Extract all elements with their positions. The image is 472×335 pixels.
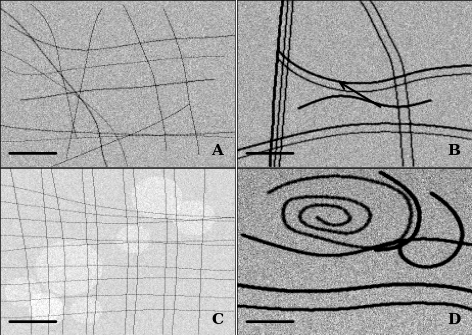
Text: C: C [211,313,223,327]
Text: A: A [211,144,223,158]
Text: B: B [447,144,460,158]
Text: D: D [447,313,460,327]
